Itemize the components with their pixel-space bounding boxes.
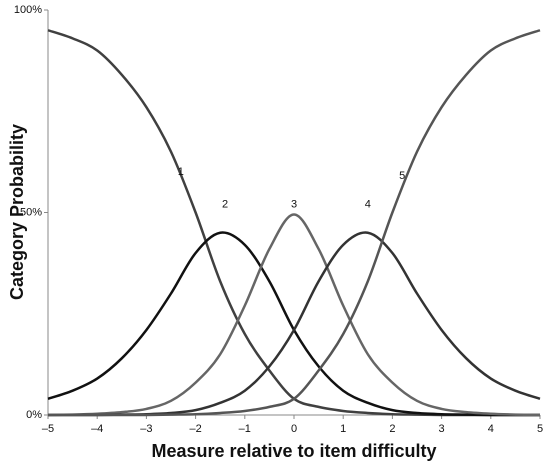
curve bbox=[48, 231, 541, 417]
y-tick-label: 0% bbox=[26, 409, 42, 421]
curve-label: 2 bbox=[222, 198, 228, 210]
x-tick-label: 1 bbox=[340, 423, 346, 435]
y-tick-label: 50% bbox=[20, 206, 42, 218]
curve-label: 3 bbox=[291, 198, 297, 210]
curve-label: 5 bbox=[399, 170, 405, 182]
x-tick-label: 2 bbox=[389, 423, 395, 435]
x-tick-label: 0 bbox=[291, 423, 297, 435]
x-tick-label: –5 bbox=[42, 423, 54, 435]
curve-label: 1 bbox=[178, 166, 184, 178]
x-tick-label: –2 bbox=[189, 423, 201, 435]
curve bbox=[47, 213, 541, 417]
curve bbox=[48, 29, 541, 417]
y-tick-label: 100% bbox=[14, 4, 42, 16]
curve-label: 4 bbox=[365, 198, 371, 210]
x-tick-label: –3 bbox=[140, 423, 152, 435]
x-tick-label: 5 bbox=[537, 423, 543, 435]
curve bbox=[47, 231, 540, 417]
x-tick-label: –4 bbox=[91, 423, 103, 435]
x-tick-label: 4 bbox=[488, 423, 494, 435]
x-axis-title: Measure relative to item difficulty bbox=[151, 441, 436, 461]
x-tick-label: –1 bbox=[239, 423, 251, 435]
y-axis-title: Category Probability bbox=[7, 124, 27, 300]
x-tick-label: 3 bbox=[439, 423, 445, 435]
